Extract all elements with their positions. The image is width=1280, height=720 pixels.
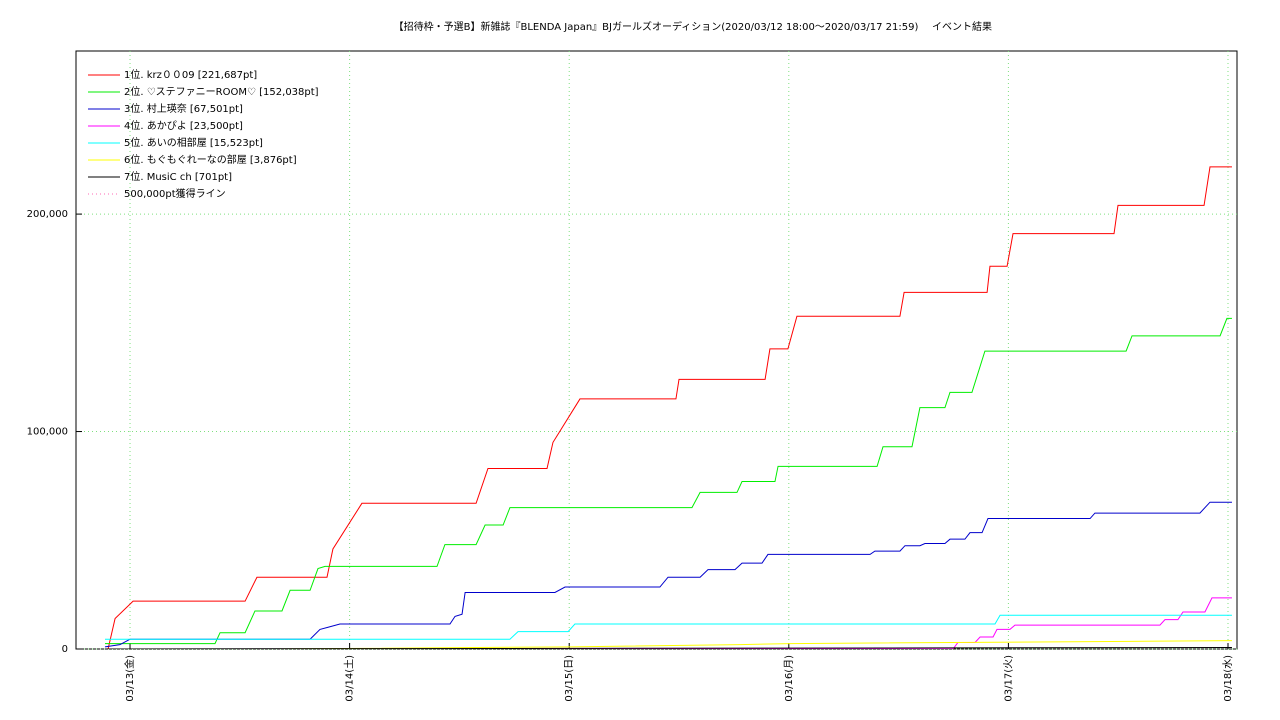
y-tick-label: 0: [62, 644, 68, 655]
legend-label: 6位. もぐもぐれーなの部屋 [3,876pt]: [124, 153, 297, 166]
series-line: [274, 640, 1232, 649]
legend-label: 4位. あかぴよ [23,500pt]: [124, 119, 243, 132]
series-line: [104, 646, 1232, 649]
x-tick-label: 03/13(金): [123, 655, 136, 702]
series-line: [104, 317, 1232, 645]
x-tick-label: 03/14(土): [343, 655, 356, 702]
series-line: [107, 166, 1232, 649]
y-tick-label: 200,000: [27, 209, 68, 220]
x-tick-label: 03/17(火): [1002, 655, 1014, 702]
legend-label: 5位. あいの相部屋 [15,523pt]: [124, 136, 263, 149]
x-tick-label: 03/18(水): [1222, 655, 1234, 702]
plot-area: [104, 166, 1232, 649]
y-tick-label: 100,000: [27, 427, 68, 438]
x-tick-label: 03/15(日): [564, 655, 575, 702]
legend-label: 3位. 村上瑛奈 [67,501pt]: [124, 102, 243, 115]
legend-label: 7位. MusiC ch [701pt]: [124, 170, 232, 183]
legend-label: 1位. krz００09 [221,687pt]: [124, 68, 257, 81]
series-line: [104, 614, 1232, 640]
x-tick-label: 03/16(月): [783, 655, 795, 702]
series-line: [104, 501, 1232, 648]
legend-label: 500,000pt獲得ライン: [124, 187, 226, 200]
chart-title: 【招待枠・予選B】新雑誌『BLENDA Japan』BJガールズオーディション(…: [394, 20, 919, 33]
chart-subtitle: イベント結果: [932, 20, 992, 33]
legend-label: 2位. ♡ステファニーROOM♡ [152,038pt]: [124, 85, 319, 98]
